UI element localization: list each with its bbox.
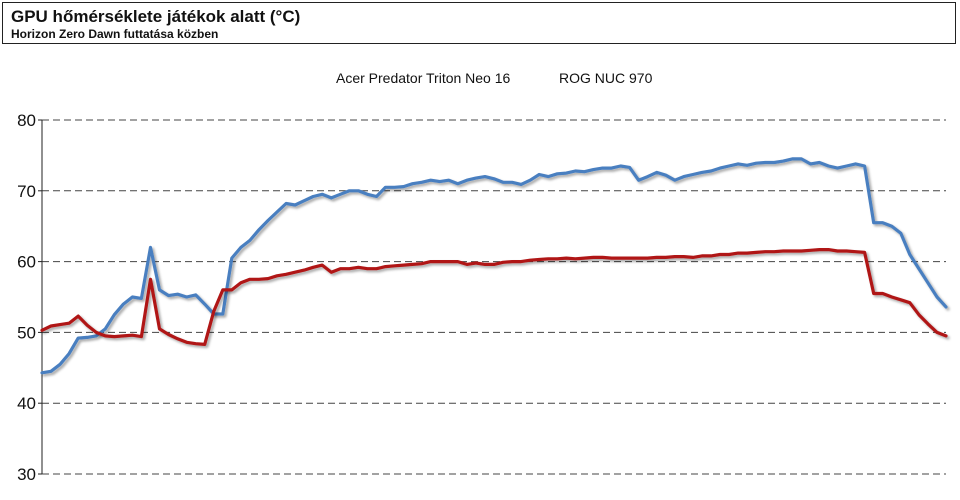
y-tick-label: 60 bbox=[17, 253, 36, 272]
chart-subtitle: Horizon Zero Dawn futtatása közben bbox=[11, 27, 219, 41]
grid bbox=[42, 119, 946, 475]
y-tick-label: 70 bbox=[17, 182, 36, 201]
legend: Acer Predator Triton Neo 16 ROG NUC 970 bbox=[308, 70, 653, 86]
series-line-acer-predator-triton-neo-16 bbox=[40, 157, 948, 375]
legend-label-acer-predator-triton-neo-16: Acer Predator Triton Neo 16 bbox=[336, 70, 511, 86]
y-tick-label: 50 bbox=[17, 323, 36, 342]
y-tick-label: 30 bbox=[17, 465, 36, 484]
y-axis: 30 40 50 60 70 80 bbox=[17, 111, 43, 484]
y-tick-label: 80 bbox=[17, 111, 36, 130]
y-tick-label: 40 bbox=[17, 394, 36, 413]
chart-title-box: GPU hőmérséklete játékok alatt (°C) Hori… bbox=[2, 2, 956, 44]
chart-title: GPU hőmérséklete játékok alatt (°C) bbox=[11, 7, 301, 26]
series-lines bbox=[40, 157, 948, 375]
legend-label-rog-nuc-970: ROG NUC 970 bbox=[559, 70, 653, 86]
series-line-rog-nuc-970 bbox=[40, 248, 948, 346]
